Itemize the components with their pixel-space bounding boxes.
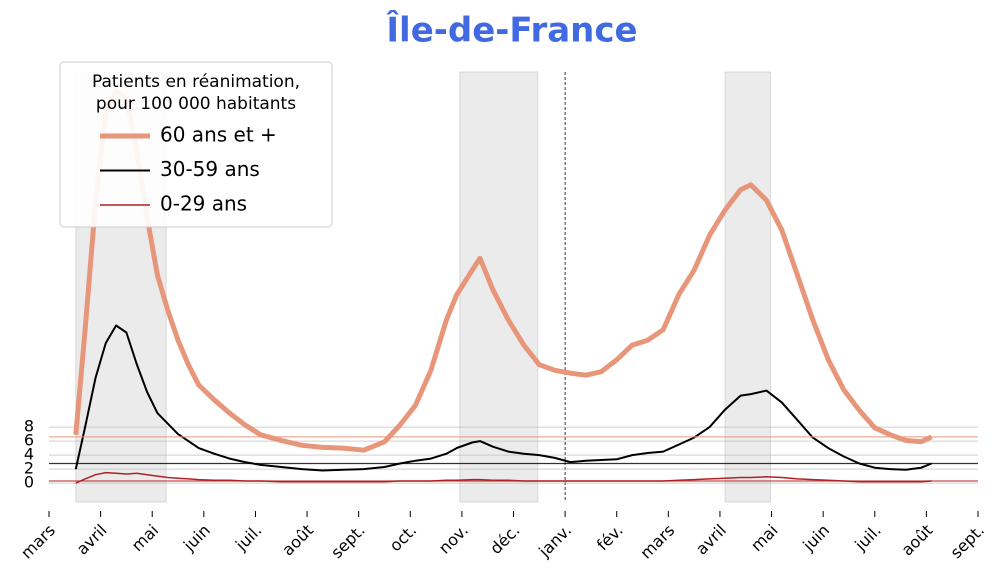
- shaded-period: [459, 71, 539, 503]
- shaded-period: [724, 71, 772, 503]
- x-tick-label: juin: [798, 521, 833, 556]
- x-tick-label: juil.: [850, 521, 884, 555]
- x-tick-label: juin: [179, 521, 214, 556]
- x-tick-label: oct.: [386, 521, 421, 556]
- x-tick-label: mars: [17, 521, 59, 563]
- x-tick-label: avril: [73, 521, 111, 559]
- x-tick-label: mars: [636, 521, 678, 563]
- series-line: [73, 88, 933, 453]
- x-tick-label: nov.: [435, 521, 472, 558]
- legend-title: Patients en réanimation,: [92, 72, 300, 92]
- x-tick-label: juil.: [231, 521, 265, 555]
- x-tick-label: déc.: [486, 521, 523, 558]
- y-tick-label: 8: [24, 417, 34, 436]
- y-tick-label: 4: [24, 445, 34, 464]
- x-tick-label: août: [278, 521, 317, 560]
- series-line: [75, 471, 932, 484]
- legend-label: 60 ans et +: [160, 123, 277, 147]
- legend-label: 0-29 ans: [160, 192, 247, 216]
- legend-title: pour 100 000 habitants: [96, 94, 296, 114]
- y-tick-label: 6: [24, 431, 34, 450]
- x-tick-label: sept.: [327, 521, 369, 563]
- x-tick-label: avril: [692, 521, 730, 559]
- chart-title: Île-de-France: [386, 10, 637, 51]
- legend-box: [59, 61, 333, 228]
- y-tick-label: 2: [24, 459, 34, 478]
- series-line: [74, 324, 932, 472]
- x-tick-label: mai: [128, 521, 163, 556]
- x-tick-label: mai: [747, 521, 782, 556]
- y-tick-label: 0: [24, 473, 34, 492]
- x-tick-label: sept.: [947, 521, 989, 563]
- legend-label: 30-59 ans: [160, 157, 260, 181]
- x-tick-label: janv.: [534, 521, 575, 562]
- x-tick-label: fév.: [593, 521, 627, 555]
- legend: Patients en réanimation,pour 100 000 hab…: [59, 61, 333, 228]
- x-tick-label: août: [897, 521, 936, 560]
